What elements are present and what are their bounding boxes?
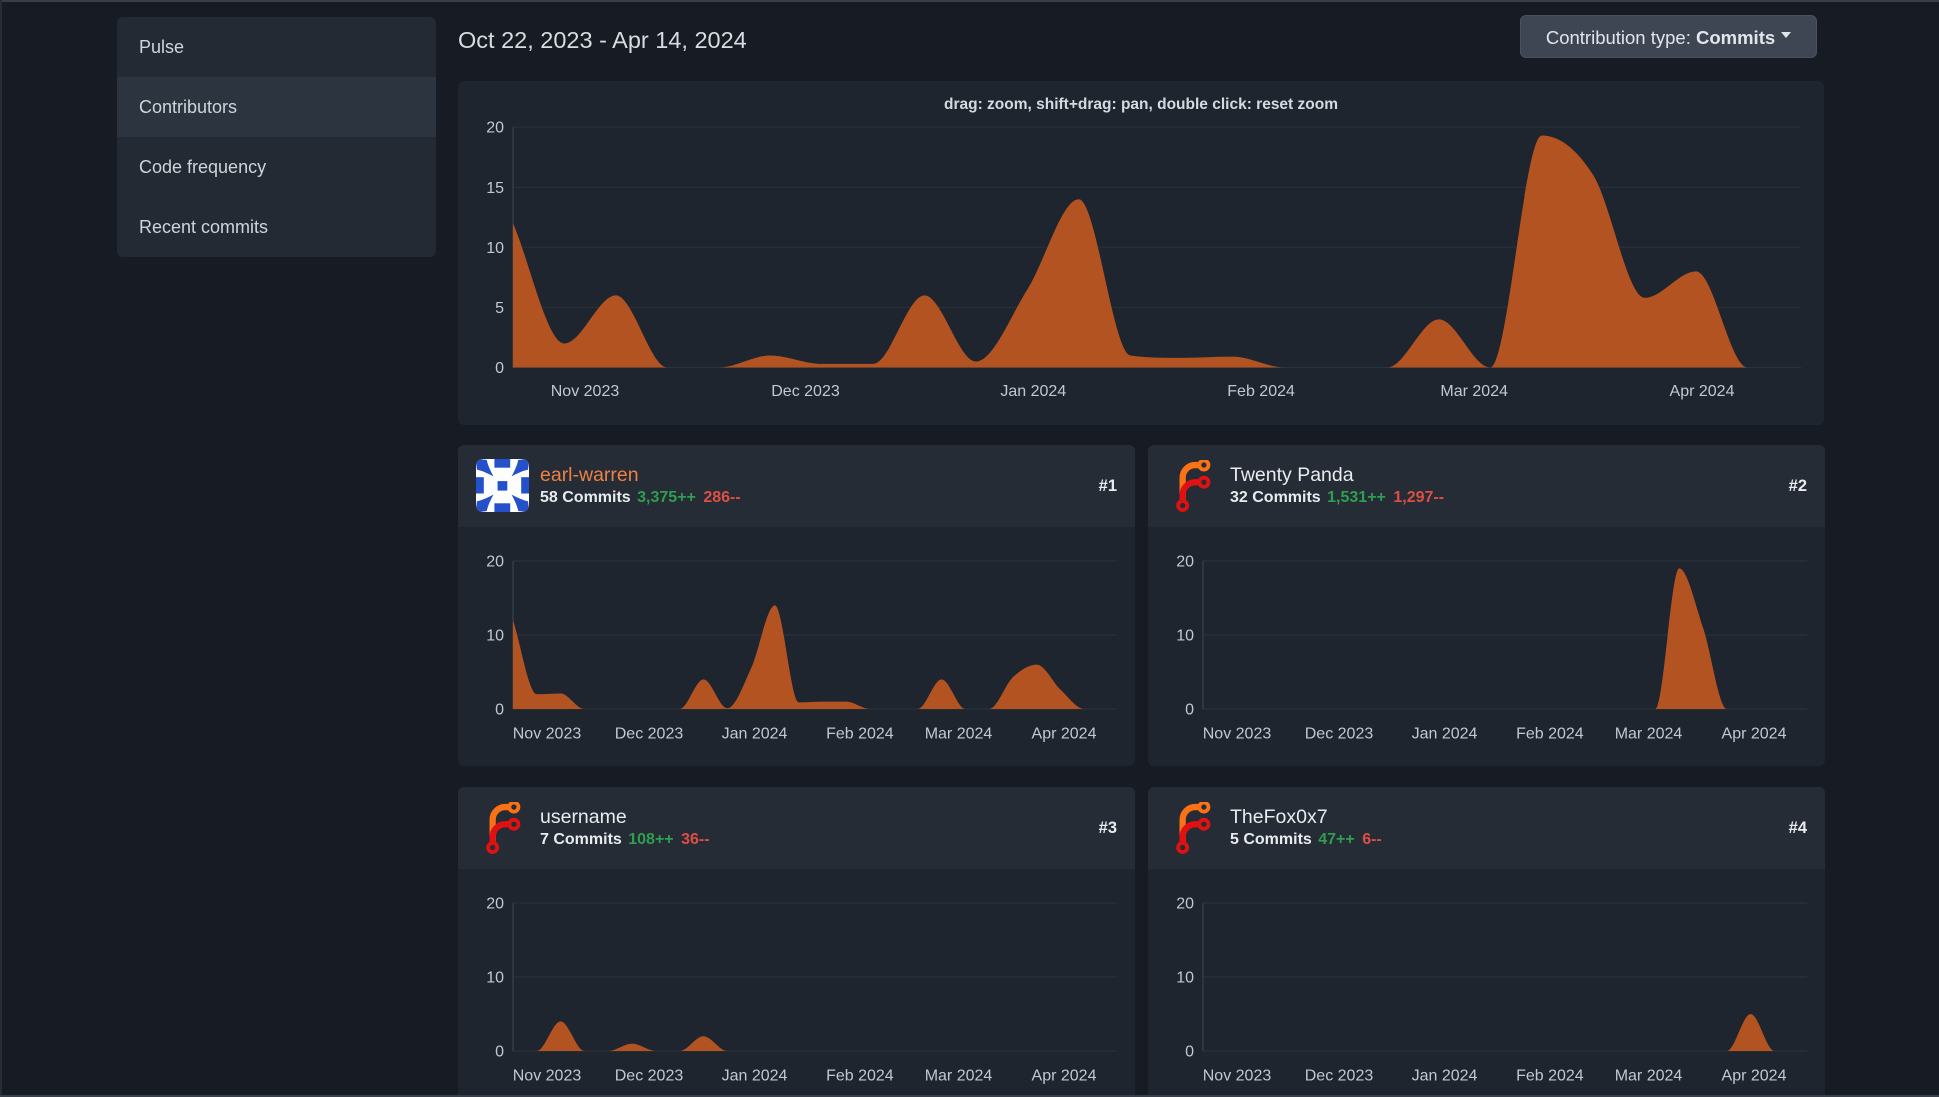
svg-text:Mar 2024: Mar 2024 [925,1068,993,1085]
svg-text:Mar 2024: Mar 2024 [925,726,993,743]
svg-text:Feb 2024: Feb 2024 [1516,1068,1584,1085]
svg-text:drag: zoom, shift+drag: pan, d: drag: zoom, shift+drag: pan, double clic… [944,96,1338,113]
svg-text:Apr 2024: Apr 2024 [1032,726,1097,743]
svg-text:20: 20 [486,120,504,137]
svg-text:Nov 2023: Nov 2023 [551,383,620,400]
svg-text:Jan 2024: Jan 2024 [1412,1068,1478,1085]
svg-text:Nov 2023: Nov 2023 [1203,726,1272,743]
svg-text:0: 0 [495,702,504,719]
svg-text:Jan 2024: Jan 2024 [1412,726,1478,743]
svg-text:0: 0 [1185,1044,1194,1061]
svg-text:20: 20 [1176,554,1194,571]
svg-text:Nov 2023: Nov 2023 [513,726,582,743]
svg-text:10: 10 [486,970,504,987]
svg-text:Dec 2023: Dec 2023 [1305,726,1374,743]
svg-text:10: 10 [1176,970,1194,987]
svg-text:Feb 2024: Feb 2024 [826,726,894,743]
svg-text:Nov 2023: Nov 2023 [1203,1068,1272,1085]
svg-text:15: 15 [486,180,504,197]
svg-text:Feb 2024: Feb 2024 [826,1068,894,1085]
svg-text:Mar 2024: Mar 2024 [1615,1068,1683,1085]
svg-text:Dec 2023: Dec 2023 [771,383,840,400]
svg-text:20: 20 [486,554,504,571]
svg-text:0: 0 [495,1044,504,1061]
svg-text:20: 20 [486,896,504,913]
svg-text:Jan 2024: Jan 2024 [722,726,788,743]
svg-text:Jan 2024: Jan 2024 [722,1068,788,1085]
svg-text:Mar 2024: Mar 2024 [1615,726,1683,743]
svg-text:Apr 2024: Apr 2024 [1722,726,1787,743]
svg-text:10: 10 [486,628,504,645]
svg-text:Mar 2024: Mar 2024 [1440,383,1508,400]
svg-text:10: 10 [486,240,504,257]
svg-text:Dec 2023: Dec 2023 [615,726,684,743]
svg-text:Dec 2023: Dec 2023 [1305,1068,1374,1085]
svg-text:Apr 2024: Apr 2024 [1722,1068,1787,1085]
svg-text:0: 0 [1185,702,1194,719]
svg-text:Feb 2024: Feb 2024 [1227,383,1295,400]
svg-text:0: 0 [495,360,504,377]
svg-text:10: 10 [1176,628,1194,645]
svg-text:Jan 2024: Jan 2024 [1000,383,1066,400]
svg-text:Apr 2024: Apr 2024 [1670,383,1735,400]
svg-text:Dec 2023: Dec 2023 [615,1068,684,1085]
svg-text:5: 5 [495,300,504,317]
svg-text:Apr 2024: Apr 2024 [1032,1068,1097,1085]
svg-text:20: 20 [1176,896,1194,913]
svg-text:Feb 2024: Feb 2024 [1516,726,1584,743]
svg-text:Nov 2023: Nov 2023 [513,1068,582,1085]
